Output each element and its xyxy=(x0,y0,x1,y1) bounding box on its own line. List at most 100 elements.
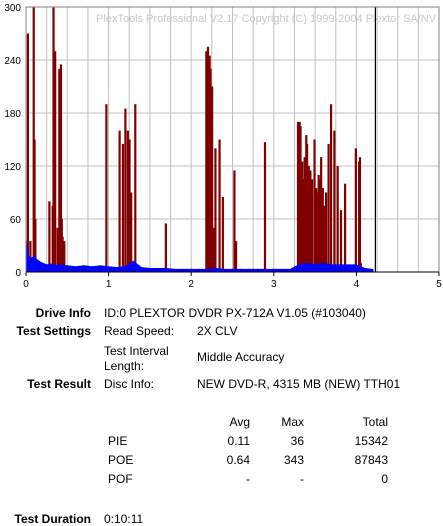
x-tick-label: 2 xyxy=(188,279,194,290)
poe-bar xyxy=(234,241,238,272)
pie-point xyxy=(30,258,32,260)
pie-point xyxy=(36,259,38,261)
poe-bar xyxy=(306,143,309,272)
x-tick-label: 0 xyxy=(23,279,29,290)
poe-bar xyxy=(323,205,326,272)
test-interval-label-line2: Length: xyxy=(104,359,145,373)
poe-bar xyxy=(124,108,127,272)
pie-point xyxy=(223,268,225,270)
x-tick-label: 1 xyxy=(106,279,112,290)
poe-bar xyxy=(310,179,314,272)
watermark-text: PlexTools Professional V2.17 Copyright (… xyxy=(96,13,437,25)
pie-point xyxy=(331,264,333,266)
poe-bar xyxy=(59,64,63,273)
pie-point xyxy=(41,262,44,264)
poe-bar xyxy=(307,166,310,272)
pie-point xyxy=(281,268,283,270)
pie-point xyxy=(66,265,68,267)
row-pof-avg: - xyxy=(246,472,250,486)
poe-bar xyxy=(263,142,267,272)
poe-bar xyxy=(309,170,312,272)
poe-bar xyxy=(134,104,137,273)
row-poe-name: POE xyxy=(108,453,134,467)
poe-bar xyxy=(315,188,318,272)
col-header-total: Total xyxy=(362,415,388,429)
pie-point xyxy=(364,267,366,270)
pie-point xyxy=(297,264,300,266)
test-duration-label: Test Duration xyxy=(14,512,91,526)
test-duration-value: 0:10:11 xyxy=(104,512,144,526)
pie-point xyxy=(289,268,291,270)
pie-point xyxy=(190,268,192,270)
y-tick-label: 60 xyxy=(10,215,22,226)
poe-bar xyxy=(61,236,64,272)
row-pie-max: 36 xyxy=(290,434,304,448)
test-result-label: Test Result xyxy=(27,377,91,391)
row-poe-avg: 0.64 xyxy=(226,453,250,467)
poe-bar xyxy=(218,139,221,272)
drive-info-value: ID:0 PLEXTOR DVDR PX-712A V1.05 (#103040… xyxy=(104,306,366,320)
pie-point xyxy=(372,268,374,270)
poe-series xyxy=(26,7,362,273)
poe-bar xyxy=(313,139,316,272)
y-tick-label: 120 xyxy=(4,162,21,173)
poe-bar xyxy=(358,157,362,272)
pie-point xyxy=(314,264,316,266)
poe-bar xyxy=(212,227,215,272)
test-interval-value: Middle Accuracy xyxy=(197,350,285,364)
row-poe-total: 87843 xyxy=(354,453,388,467)
pie-point xyxy=(355,264,357,266)
pie-point xyxy=(256,268,258,270)
test-info-panel: Drive Info ID:0 PLEXTOR DVDR PX-712A V1.… xyxy=(0,300,443,526)
pie-point xyxy=(273,268,275,270)
poe-bar xyxy=(211,86,214,272)
pie-point xyxy=(83,265,85,267)
y-tick-label: 240 xyxy=(4,56,21,67)
pie-point xyxy=(322,262,324,264)
poe-bar xyxy=(48,201,51,272)
poe-bar xyxy=(130,192,133,272)
pie-point xyxy=(58,264,60,266)
pie-point xyxy=(207,268,209,270)
poe-bar xyxy=(317,174,320,272)
test-interval-label-line1: Test Interval xyxy=(104,344,169,358)
poe-bar xyxy=(333,130,336,272)
pie-point xyxy=(347,264,349,266)
chart-frame xyxy=(25,6,440,273)
pie-point xyxy=(339,264,341,266)
poe-bar xyxy=(121,143,125,272)
pie-point xyxy=(182,268,184,270)
row-pie-name: PIE xyxy=(108,434,128,448)
read-speed-label: Read Speed: xyxy=(104,324,175,338)
pie-point xyxy=(91,266,93,268)
poe-bar xyxy=(118,130,121,272)
row-pof-max: - xyxy=(300,472,304,486)
pie-point xyxy=(149,267,151,270)
pie-point xyxy=(165,267,168,270)
axis-ticks: 0 60 120 180 240 300 0 1 2 3 4 5 xyxy=(4,3,442,290)
poe-bar xyxy=(63,241,66,272)
poe-bar xyxy=(321,188,324,272)
pie-point xyxy=(99,265,101,267)
pie-point xyxy=(27,255,30,257)
pie-point xyxy=(116,266,118,269)
chart-grid xyxy=(25,6,440,273)
x-tick-label: 5 xyxy=(436,279,442,290)
poe-bar xyxy=(128,139,131,272)
disc-info-label: Disc Info: xyxy=(104,377,155,391)
col-header-max: Max xyxy=(281,415,304,429)
drive-info-label: Drive Info xyxy=(35,306,91,320)
pie-series xyxy=(25,239,374,273)
pie-point xyxy=(306,262,308,264)
poe-bar xyxy=(105,104,108,273)
pie-point xyxy=(157,267,159,270)
pie-point xyxy=(74,266,77,268)
poe-bar xyxy=(320,157,323,272)
row-pie-avg: 0.11 xyxy=(227,434,250,448)
poe-bar xyxy=(26,33,30,272)
poe-bar xyxy=(329,104,333,273)
pie-point xyxy=(50,263,52,265)
poe-bar xyxy=(29,241,32,272)
pie-area xyxy=(25,240,374,273)
poe-bar xyxy=(209,68,212,272)
